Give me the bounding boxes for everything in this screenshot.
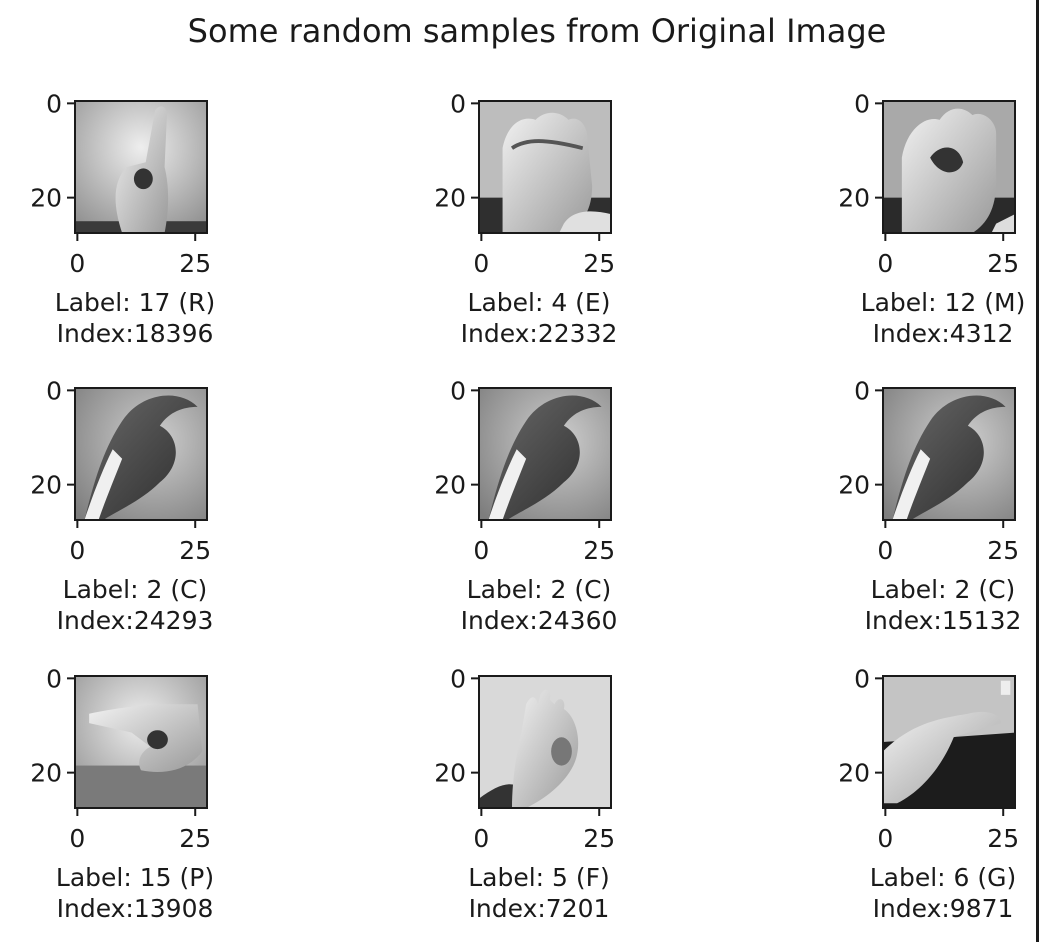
subplot-8: 0 25 0 20 Label: 5 (F)Index:7201 [434,664,615,923]
label-caption: Label: 2 (C) [871,575,1016,604]
sample-image-6 [883,388,1015,520]
y-tick-label: 20 [838,759,870,788]
index-caption: Index:9871 [873,894,1014,923]
subplot-3: 0 25 0 20 Label: 12 (M)Index:4312 [838,89,1025,348]
x-tick-label: 25 [179,536,211,565]
x-tick-label: 25 [583,249,615,278]
y-tick-label: 20 [30,184,62,213]
subplot-9: 0 25 0 20 Label: 6 (G)Index:9871 [838,664,1019,923]
label-caption: Label: 6 (G) [870,863,1017,892]
y-tick-label: 0 [854,89,870,118]
x-tick-label: 25 [179,824,211,853]
index-caption: Index:4312 [873,319,1014,348]
x-tick-label: 0 [473,824,489,853]
subplot-6: 0 25 0 20 Label: 2 (C)Index:15132 [838,376,1021,635]
figure-right-border [1036,0,1039,942]
index-caption: Index:15132 [865,606,1022,635]
index-caption: Index:7201 [469,894,610,923]
y-tick-label: 0 [46,664,62,693]
x-tick-label: 25 [987,536,1019,565]
y-tick-label: 0 [450,664,466,693]
label-caption: Label: 5 (F) [468,863,610,892]
index-caption: Index:13908 [57,894,214,923]
index-caption: Index:24360 [461,606,618,635]
index-caption: Index:18396 [57,319,214,348]
sample-image-3 [883,101,1015,233]
y-tick-label: 0 [46,376,62,405]
label-caption: Label: 4 (E) [468,288,611,317]
y-tick-label: 20 [434,184,466,213]
x-tick-label: 0 [69,249,85,278]
x-tick-label: 25 [987,824,1019,853]
y-tick-label: 0 [450,89,466,118]
subplot-5: 0 25 0 20 Label: 2 (C)Index:24360 [434,376,617,635]
sample-image-4 [75,388,207,520]
index-caption: Index:24293 [57,606,214,635]
y-tick-label: 0 [854,376,870,405]
x-tick-label: 0 [69,824,85,853]
label-caption: Label: 17 (R) [55,288,215,317]
x-tick-label: 0 [69,536,85,565]
sample-image-2 [479,101,611,233]
x-tick-label: 25 [583,536,615,565]
y-tick-label: 0 [46,89,62,118]
y-tick-label: 20 [838,184,870,213]
x-tick-label: 0 [877,249,893,278]
subplot-1: 0 25 0 20 Label: 17 (R)Index:18396 [30,89,215,348]
sample-image-9 [883,676,1015,808]
x-tick-label: 0 [473,249,489,278]
y-tick-label: 20 [434,759,466,788]
index-caption: Index:22332 [461,319,618,348]
y-tick-label: 20 [838,471,870,500]
subplot-4: 0 25 0 20 Label: 2 (C)Index:24293 [30,376,213,635]
x-tick-label: 25 [987,249,1019,278]
x-tick-label: 0 [473,536,489,565]
sample-image-7 [75,676,207,808]
label-caption: Label: 2 (C) [467,575,612,604]
y-tick-label: 0 [854,664,870,693]
y-tick-label: 0 [450,376,466,405]
x-tick-label: 25 [583,824,615,853]
label-caption: Label: 12 (M) [861,288,1026,317]
y-tick-label: 20 [30,759,62,788]
x-tick-label: 0 [877,536,893,565]
label-caption: Label: 2 (C) [63,575,208,604]
sample-image-8 [479,676,611,808]
label-caption: Label: 15 (P) [56,863,214,892]
y-tick-label: 20 [30,471,62,500]
sample-image-1 [75,101,207,233]
subplot-2: 0 25 0 20 Label: 4 (E)Index:22332 [434,89,617,348]
x-tick-label: 25 [179,249,211,278]
x-tick-label: 0 [877,824,893,853]
subplot-7: 0 25 0 20 Label: 15 (P)Index:13908 [30,664,214,923]
y-tick-label: 20 [434,471,466,500]
sample-image-5 [479,388,611,520]
